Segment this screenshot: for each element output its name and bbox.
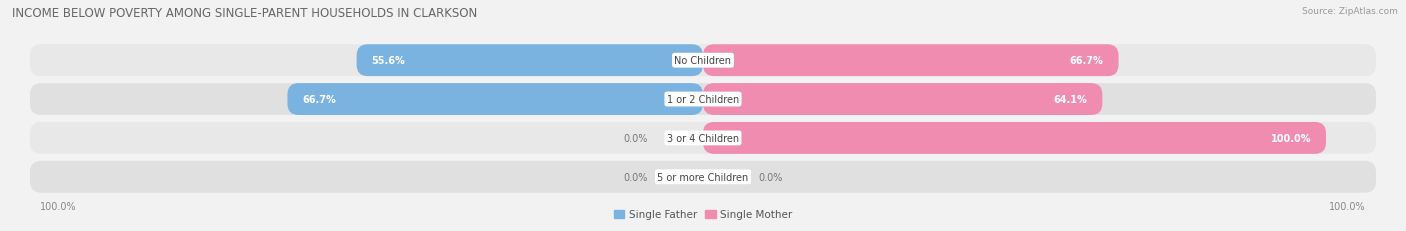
Text: 0.0%: 0.0% — [624, 133, 648, 143]
Text: 0.0%: 0.0% — [624, 172, 648, 182]
Text: 66.7%: 66.7% — [302, 95, 336, 105]
Text: No Children: No Children — [675, 56, 731, 66]
FancyBboxPatch shape — [30, 84, 1376, 116]
FancyBboxPatch shape — [30, 161, 1376, 193]
Text: Source: ZipAtlas.com: Source: ZipAtlas.com — [1302, 7, 1398, 16]
Text: 66.7%: 66.7% — [1070, 56, 1104, 66]
Text: 100.0%: 100.0% — [1271, 133, 1310, 143]
Text: 100.0%: 100.0% — [39, 201, 76, 211]
FancyBboxPatch shape — [30, 45, 1376, 77]
FancyBboxPatch shape — [703, 45, 1119, 77]
Text: 1 or 2 Children: 1 or 2 Children — [666, 95, 740, 105]
Text: 64.1%: 64.1% — [1053, 95, 1087, 105]
FancyBboxPatch shape — [357, 45, 703, 77]
Text: 55.6%: 55.6% — [371, 56, 405, 66]
Text: INCOME BELOW POVERTY AMONG SINGLE-PARENT HOUSEHOLDS IN CLARKSON: INCOME BELOW POVERTY AMONG SINGLE-PARENT… — [13, 7, 477, 20]
Text: 3 or 4 Children: 3 or 4 Children — [666, 133, 740, 143]
FancyBboxPatch shape — [703, 84, 1102, 116]
Legend: Single Father, Single Mother: Single Father, Single Mother — [610, 205, 796, 224]
Text: 0.0%: 0.0% — [758, 172, 782, 182]
Text: 5 or more Children: 5 or more Children — [658, 172, 748, 182]
FancyBboxPatch shape — [287, 84, 703, 116]
FancyBboxPatch shape — [30, 122, 1376, 154]
FancyBboxPatch shape — [703, 122, 1326, 154]
Text: 100.0%: 100.0% — [1330, 201, 1367, 211]
